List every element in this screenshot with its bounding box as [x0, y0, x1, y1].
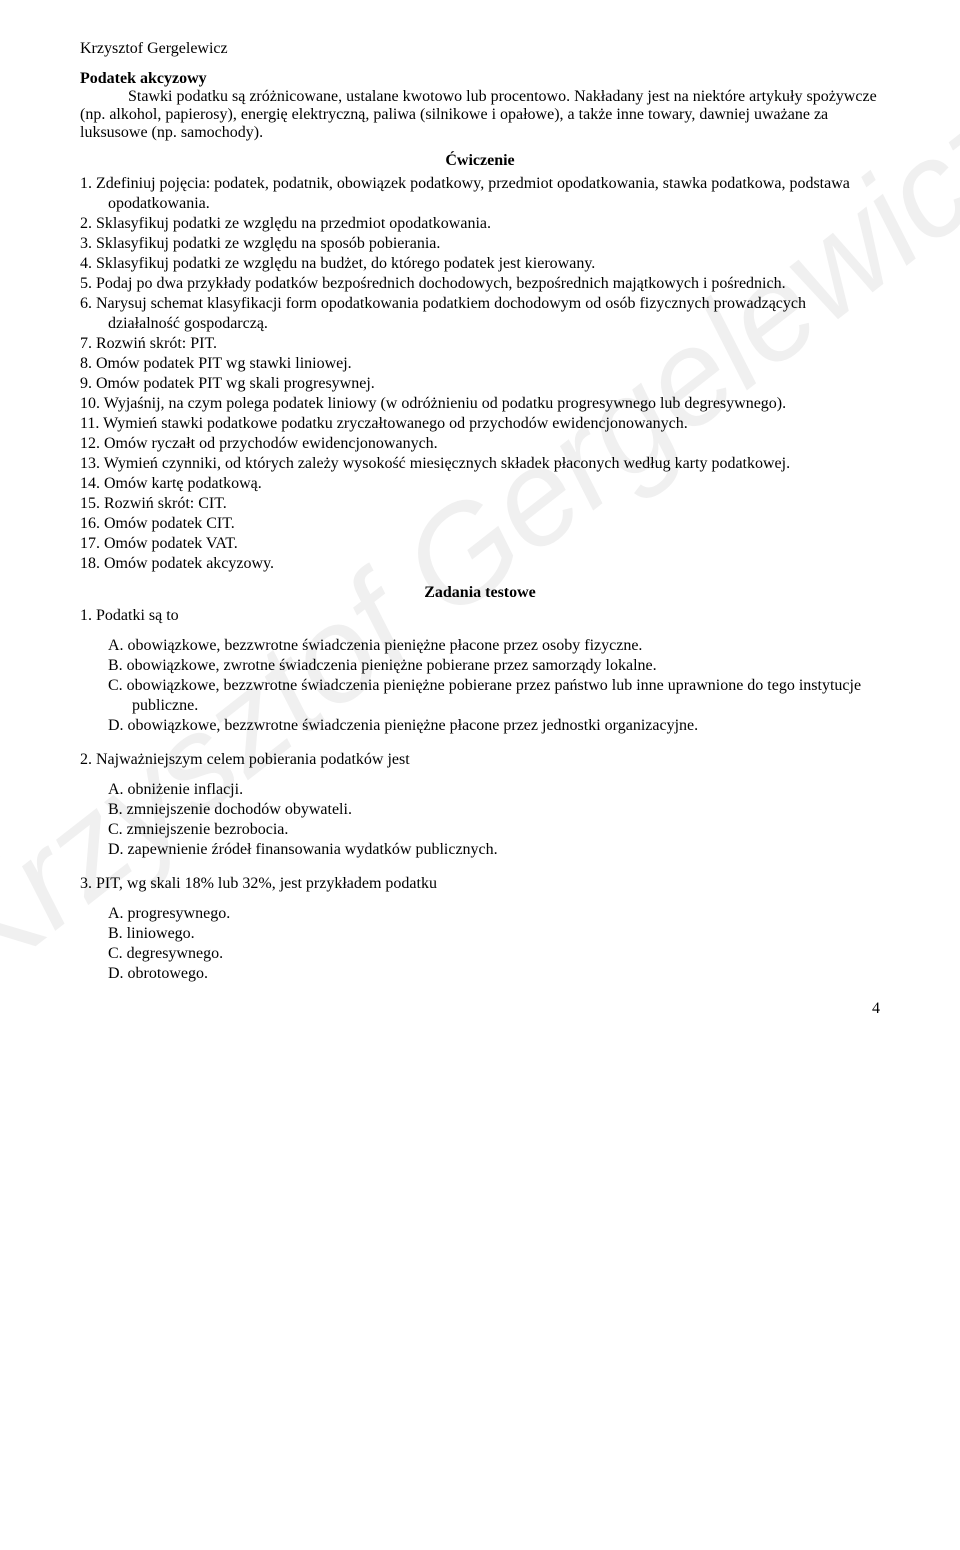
- test-question: 3. PIT, wg skali 18% lub 32%, jest przyk…: [80, 874, 880, 984]
- exercise-item: 11. Wymień stawki podatkowe podatku zryc…: [80, 414, 880, 434]
- exercise-item: 10. Wyjaśnij, na czym polega podatek lin…: [80, 394, 880, 414]
- exercise-item: 3. Sklasyfikuj podatki ze względu na spo…: [80, 234, 880, 254]
- question-option: C. obowiązkowe, bezzwrotne świadczenia p…: [108, 676, 880, 716]
- exercise-item: 16. Omów podatek CIT.: [80, 514, 880, 534]
- question-option: C. zmniejszenie bezrobocia.: [108, 820, 880, 840]
- exercise-item: 13. Wymień czynniki, od których zależy w…: [80, 454, 880, 474]
- question-option: B. liniowego.: [108, 924, 880, 944]
- exercise-item: 17. Omów podatek VAT.: [80, 534, 880, 554]
- question-option: A. progresywnego.: [108, 904, 880, 924]
- question-option: B. zmniejszenie dochodów obywateli.: [108, 800, 880, 820]
- test-heading: Zadania testowe: [80, 584, 880, 602]
- test-question: 2. Najważniejszym celem pobierania podat…: [80, 750, 880, 860]
- exercise-item: 9. Omów podatek PIT wg skali progresywne…: [80, 374, 880, 394]
- exercise-item: 15. Rozwiń skrót: CIT.: [80, 494, 880, 514]
- question-options: A. obowiązkowe, bezzwrotne świadczenia p…: [108, 636, 880, 736]
- question-option: A. obowiązkowe, bezzwrotne świadczenia p…: [108, 636, 880, 656]
- author-header: Krzysztof Gergelewicz: [80, 40, 880, 58]
- accise-title: Podatek akcyzowy: [80, 70, 207, 87]
- exercise-item: 7. Rozwiń skrót: PIT.: [80, 334, 880, 354]
- exercise-heading: Ćwiczenie: [80, 152, 880, 170]
- question-option: B. obowiązkowe, zwrotne świadczenia pien…: [108, 656, 880, 676]
- exercise-item: 5. Podaj po dwa przykłady podatków bezpo…: [80, 274, 880, 294]
- exercise-item: 18. Omów podatek akcyzowy.: [80, 554, 880, 574]
- exercise-list: 1. Zdefiniuj pojęcia: podatek, podatnik,…: [80, 174, 880, 574]
- question-stem: 1. Podatki są to: [80, 606, 880, 626]
- question-option: C. degresywnego.: [108, 944, 880, 964]
- accise-paragraph: Podatek akcyzowy Stawki podatku są zróżn…: [80, 70, 880, 142]
- question-option: D. zapewnienie źródeł finansowania wydat…: [108, 840, 880, 860]
- question-options: A. progresywnego.B. liniowego.C. degresy…: [108, 904, 880, 984]
- question-option: A. obniżenie inflacji.: [108, 780, 880, 800]
- questions-container: 1. Podatki są to A. obowiązkowe, bezzwrot…: [80, 606, 880, 984]
- exercise-item: 8. Omów podatek PIT wg stawki liniowej.: [80, 354, 880, 374]
- question-stem: 2. Najważniejszym celem pobierania podat…: [80, 750, 880, 770]
- exercise-item: 12. Omów ryczałt od przychodów ewidencjo…: [80, 434, 880, 454]
- exercise-item: 4. Sklasyfikuj podatki ze względu na bud…: [80, 254, 880, 274]
- question-stem: 3. PIT, wg skali 18% lub 32%, jest przyk…: [80, 874, 880, 894]
- test-question: 1. Podatki są to A. obowiązkowe, bezzwrot…: [80, 606, 880, 736]
- page-number: 4: [872, 1000, 880, 1018]
- question-options: A. obniżenie inflacji.B. zmniejszenie do…: [108, 780, 880, 860]
- question-option: D. obrotowego.: [108, 964, 880, 984]
- exercise-item: 2. Sklasyfikuj podatki ze względu na prz…: [80, 214, 880, 234]
- question-option: D. obowiązkowe, bezzwrotne świadczenia p…: [108, 716, 880, 736]
- exercise-item: 14. Omów kartę podatkową.: [80, 474, 880, 494]
- accise-body: Stawki podatku są zróżnicowane, ustalane…: [80, 88, 880, 142]
- exercise-item: 6. Narysuj schemat klasyfikacji form opo…: [80, 294, 880, 334]
- exercise-item: 1. Zdefiniuj pojęcia: podatek, podatnik,…: [80, 174, 880, 214]
